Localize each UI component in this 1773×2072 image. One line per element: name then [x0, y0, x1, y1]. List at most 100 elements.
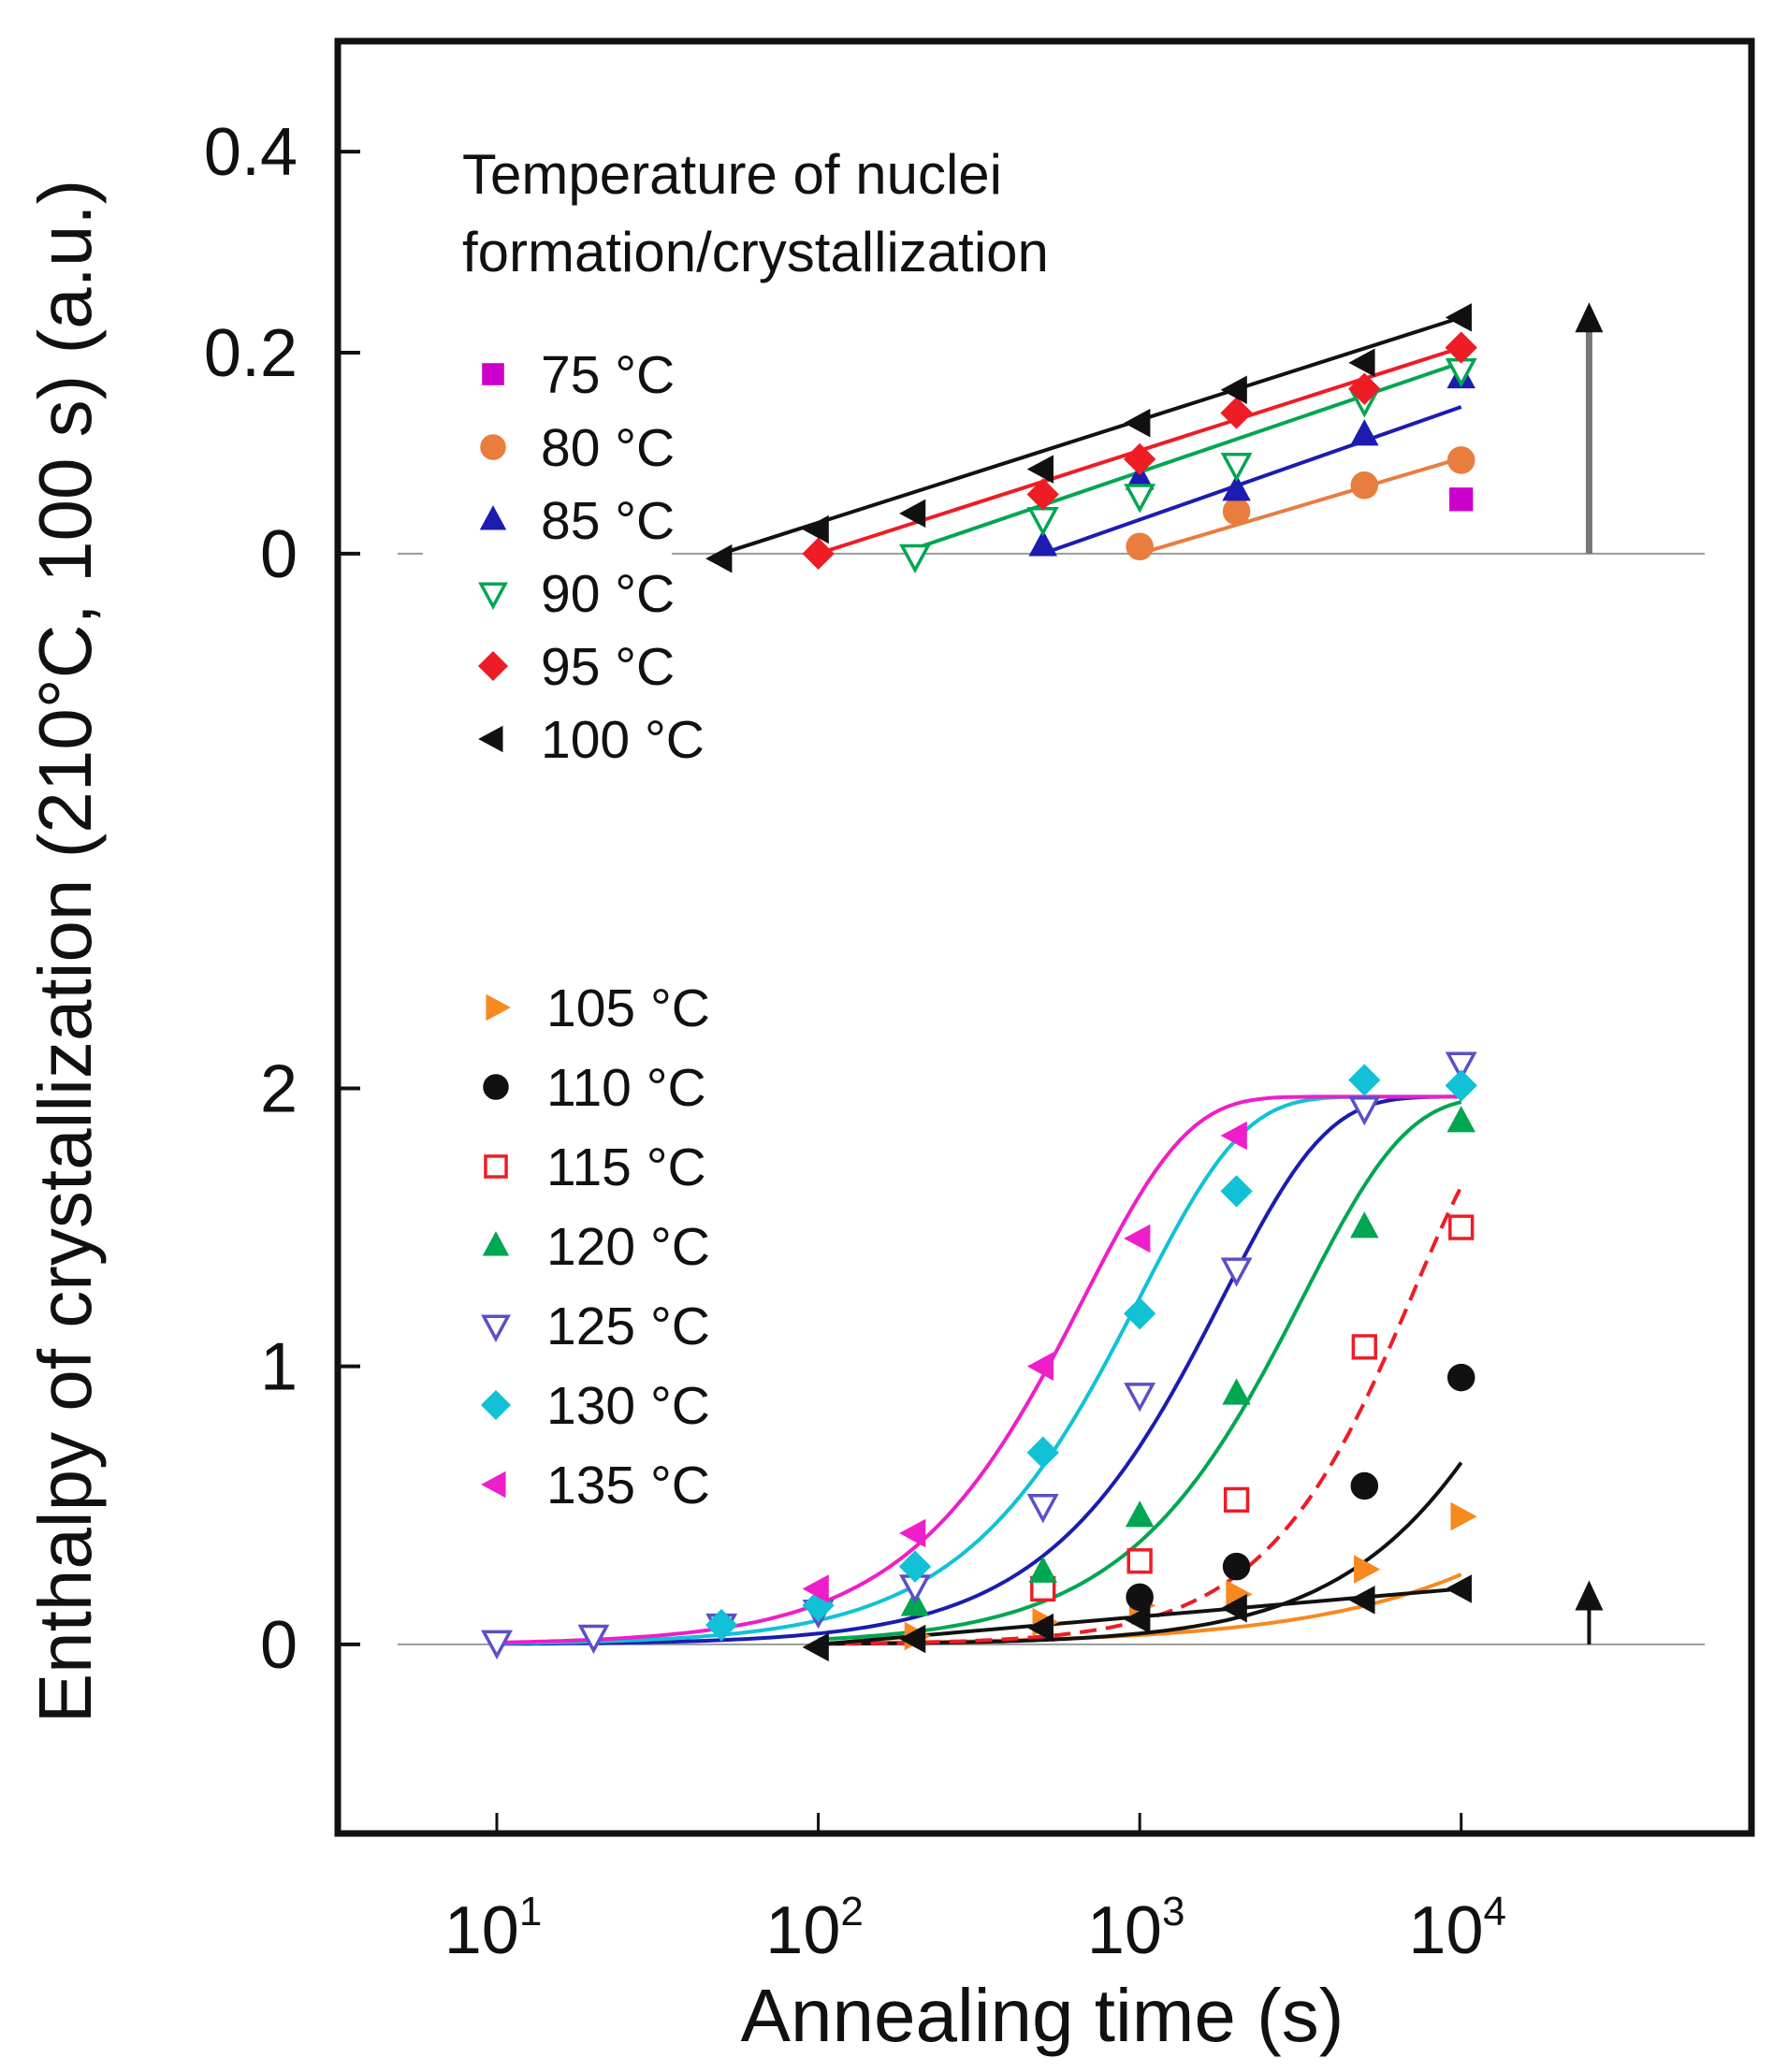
legend-marker-100-c [478, 725, 503, 753]
lower-point-135-c-4 [1220, 1121, 1247, 1151]
upper-point-80-c-0 [1126, 532, 1154, 561]
legend-label-80-c: 80 °C [541, 418, 675, 478]
lower-point-125-c-9 [1445, 1051, 1477, 1081]
upper-point-80-c-1 [1222, 497, 1251, 526]
x-tick-label-1: 102 [765, 1889, 864, 1968]
lower-point-115-c-3 [1351, 1334, 1377, 1360]
upper-point-95-c-2 [1123, 442, 1156, 476]
legend-label-135-c: 135 °C [546, 1456, 710, 1515]
legend-marker-95-c [477, 650, 509, 682]
legend-title-line-2: formation/crystallization [462, 221, 1049, 283]
legend-label-95-c: 95 °C [541, 637, 675, 697]
legend-lower: 105 °C 110 °C 115 °C 120 °C 125 °C 130 °C 135 … [480, 978, 710, 1515]
y-axis-ticks: 0.4 0.2 0 2 1 0 [204, 115, 360, 1683]
legend-label-90-c: 90 °C [541, 564, 675, 624]
lower-fit-125-c [496, 1094, 1461, 1646]
lower-point-135-c-0 [802, 1574, 829, 1603]
lower-point-135-c-1 [899, 1518, 926, 1548]
legend-marker-75-c [482, 363, 504, 385]
lower-point-115-c-1 [1126, 1548, 1153, 1574]
legend-label-85-c: 85 °C [541, 491, 675, 551]
lower-point-130-c-0 [705, 1608, 738, 1642]
x-axis-ticks: 101 102 103 104 [444, 1813, 1506, 1968]
legend-label-115-c: 115 °C [546, 1137, 706, 1197]
legend-marker-85-c [479, 505, 507, 530]
lower-point-115-c-4 [1448, 1214, 1475, 1240]
legend-marker-90-c [478, 582, 508, 610]
lower-point-125-c-7 [1220, 1257, 1253, 1287]
legend-marker-120-c [482, 1231, 510, 1256]
upper-point-95-c-1 [1026, 478, 1059, 511]
upper-point-100-c-7 [1445, 303, 1472, 332]
upper-point-85-c-3 [1350, 419, 1379, 446]
legend-marker-135-c [481, 1471, 506, 1499]
lower-point-100-c-2 [1026, 1613, 1054, 1643]
upper-point-100-c-3 [1026, 455, 1054, 484]
lower-fit-130-c [496, 1094, 1461, 1645]
lower-point-110-c-1 [1222, 1552, 1251, 1581]
lower-point-100-c-1 [899, 1624, 926, 1654]
lower-point-120-c-1 [1028, 1556, 1057, 1583]
upper-point-100-c-2 [899, 499, 926, 529]
upper-arrow-head [1575, 302, 1604, 333]
lower-point-130-c-6 [1348, 1064, 1381, 1096]
upper-point-85-c-0 [1028, 529, 1057, 557]
lower-fit-135-c [496, 1094, 1461, 1645]
lower-point-100-c-4 [1220, 1593, 1247, 1623]
arrows [1575, 302, 1604, 1645]
upper-y-tick-label-0: 0.4 [204, 115, 298, 190]
lower-point-115-c-2 [1223, 1486, 1250, 1513]
data-markers [481, 303, 1477, 1662]
upper-point-95-c-0 [802, 537, 835, 570]
upper-point-95-c-4 [1348, 372, 1381, 405]
lower-y-tick-label-0: 2 [260, 1051, 298, 1126]
upper-point-85-c-2 [1222, 474, 1251, 501]
x-tick-label-3: 104 [1408, 1889, 1506, 1968]
legend-label-120-c: 120 °C [546, 1217, 710, 1277]
upper-point-95-c-3 [1220, 397, 1253, 429]
upper-point-90-c-0 [899, 543, 931, 574]
lower-point-125-c-8 [1348, 1096, 1381, 1126]
plot-frame [334, 37, 1755, 1837]
upper-fit-100-c [720, 315, 1462, 556]
upper-fit-80-c [1139, 456, 1462, 556]
legend-label-125-c: 125 °C [546, 1297, 710, 1356]
upper-point-100-c-6 [1348, 348, 1375, 377]
legend-label-110-c: 110 °C [546, 1058, 706, 1118]
legend-label-130-c: 130 °C [546, 1376, 710, 1436]
upper-point-100-c-1 [802, 514, 829, 544]
lower-point-125-c-6 [1124, 1383, 1156, 1413]
lower-y-tick-label-2: 0 [260, 1608, 298, 1683]
lower-point-105-c-5 [1450, 1501, 1477, 1531]
upper-point-80-c-2 [1350, 471, 1379, 500]
lower-point-120-c-2 [1125, 1500, 1155, 1528]
legend-label-105-c: 105 °C [546, 978, 710, 1038]
upper-point-80-c-3 [1446, 446, 1475, 474]
lower-point-105-c-4 [1354, 1555, 1381, 1584]
upper-point-75-c-0 [1449, 487, 1474, 512]
lower-point-100-c-5 [1348, 1586, 1375, 1615]
lower-point-125-c-0 [481, 1630, 513, 1660]
lower-point-130-c-5 [1220, 1175, 1253, 1208]
x-tick-label-0: 101 [444, 1889, 543, 1968]
lower-point-130-c-3 [1026, 1436, 1059, 1469]
upper-fit-85-c [1042, 405, 1462, 556]
lower-point-120-c-3 [1222, 1378, 1251, 1405]
lower-point-125-c-5 [1026, 1494, 1059, 1524]
lower-point-135-c-2 [1026, 1352, 1054, 1381]
lower-point-110-c-0 [1126, 1583, 1154, 1612]
lower-point-100-c-3 [1124, 1604, 1151, 1634]
y-axis-title: Enthalpy of crystallization (210°C, 100 … [23, 180, 107, 1724]
lower-point-110-c-2 [1350, 1471, 1379, 1500]
lower-arrow-head [1575, 1580, 1604, 1611]
lower-point-130-c-4 [1123, 1297, 1156, 1330]
legend-upper: Temperature of nuclei formation/crystall… [462, 143, 1049, 770]
lower-point-110-c-3 [1446, 1363, 1475, 1392]
legend-label-100-c: 100 °C [541, 710, 705, 770]
legend-marker-125-c [481, 1314, 511, 1342]
x-tick-label-2: 103 [1087, 1889, 1185, 1968]
lower-point-135-c-3 [1124, 1224, 1151, 1253]
upper-y-tick-label-2: 0 [260, 517, 298, 592]
upper-point-95-c-5 [1445, 331, 1477, 364]
